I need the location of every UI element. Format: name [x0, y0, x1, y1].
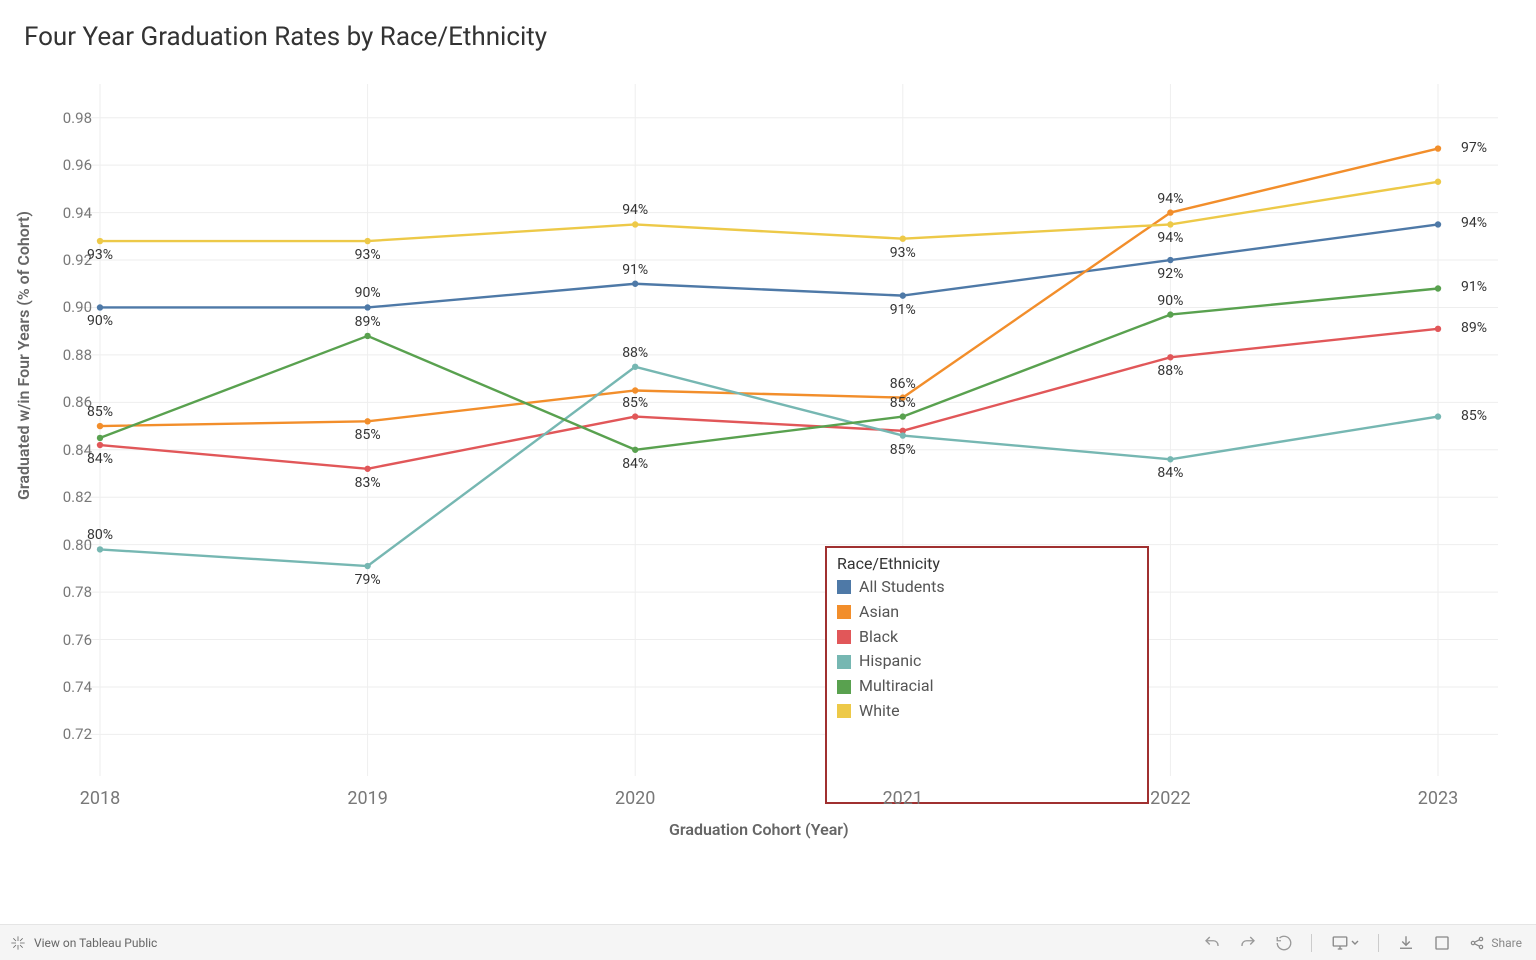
redo-icon[interactable]	[1239, 934, 1257, 952]
share-button[interactable]: Share	[1469, 935, 1522, 951]
y-axis-label: Graduated w/in Four Years (% of Cohort)	[14, 211, 33, 500]
legend-swatch	[837, 605, 851, 619]
undo-icon[interactable]	[1203, 934, 1221, 952]
x-tick-label: 2019	[347, 788, 387, 809]
chart-title: Four Year Graduation Rates by Race/Ethni…	[24, 22, 547, 52]
y-tick-label: 0.74	[46, 678, 92, 696]
x-tick-label: 2018	[80, 788, 120, 809]
legend-swatch	[837, 580, 851, 594]
data-label: 94%	[1157, 191, 1183, 207]
legend-item[interactable]: Asian	[837, 600, 1135, 625]
x-axis-label: Graduation Cohort (Year)	[669, 820, 849, 839]
data-label: 85%	[890, 395, 916, 411]
presentation-icon[interactable]	[1330, 934, 1360, 952]
legend-label: White	[859, 699, 900, 724]
reset-icon[interactable]	[1275, 934, 1293, 952]
data-label: 91%	[890, 302, 916, 318]
legend-item[interactable]: Multiracial	[837, 674, 1135, 699]
x-tick-label: 2022	[1150, 788, 1190, 809]
x-tick-label: 2021	[883, 788, 923, 809]
y-tick-label: 0.72	[46, 725, 92, 743]
y-tick-label: 0.80	[46, 536, 92, 554]
data-label: 90%	[1157, 293, 1183, 309]
legend-swatch	[837, 630, 851, 644]
y-tick-label: 0.76	[46, 631, 92, 649]
view-on-tableau-link[interactable]: View on Tableau Public	[10, 935, 157, 951]
data-label: 84%	[1157, 465, 1183, 481]
y-tick-label: 0.84	[46, 441, 92, 459]
data-label: 89%	[1461, 320, 1487, 336]
data-label: 94%	[622, 202, 648, 218]
footer-divider	[1311, 934, 1312, 952]
legend-label: Hispanic	[859, 649, 921, 674]
data-label: 94%	[1461, 215, 1487, 231]
y-tick-label: 0.96	[46, 156, 92, 174]
tableau-logo-icon	[10, 935, 26, 951]
data-label: 85%	[87, 404, 113, 420]
legend-item[interactable]: Black	[837, 625, 1135, 650]
y-tick-label: 0.88	[46, 346, 92, 364]
legend-label: All Students	[859, 575, 945, 600]
tableau-footer: View on Tableau Public	[0, 924, 1536, 960]
y-tick-label: 0.92	[46, 251, 92, 269]
y-tick-label: 0.94	[46, 204, 92, 222]
x-tick-label: 2023	[1418, 788, 1458, 809]
legend-item[interactable]: Hispanic	[837, 649, 1135, 674]
y-tick-label: 0.82	[46, 488, 92, 506]
data-label: 93%	[355, 247, 381, 263]
data-label: 83%	[355, 475, 381, 491]
data-label: 86%	[890, 376, 916, 392]
legend-item[interactable]: White	[837, 699, 1135, 724]
data-label: 84%	[87, 451, 113, 467]
x-tick-label: 2020	[615, 788, 655, 809]
data-label: 91%	[622, 262, 648, 278]
legend-label: Multiracial	[859, 674, 933, 699]
legend-label: Asian	[859, 600, 899, 625]
view-on-tableau-label: View on Tableau Public	[34, 936, 157, 950]
data-label: 93%	[87, 247, 113, 263]
data-label: 85%	[622, 395, 648, 411]
fullscreen-icon[interactable]	[1433, 934, 1451, 952]
data-label: 85%	[1461, 408, 1487, 424]
legend[interactable]: Race/Ethnicity All StudentsAsianBlackHis…	[825, 546, 1149, 804]
data-label: 92%	[1157, 266, 1183, 282]
y-tick-label: 0.90	[46, 298, 92, 316]
legend-label: Black	[859, 625, 898, 650]
legend-swatch	[837, 655, 851, 669]
data-label: 79%	[355, 572, 381, 588]
data-label: 88%	[622, 345, 648, 361]
data-label: 90%	[355, 285, 381, 301]
legend-swatch	[837, 704, 851, 718]
data-label: 89%	[355, 314, 381, 330]
data-label: 90%	[87, 313, 113, 329]
data-label: 85%	[355, 427, 381, 443]
data-label: 84%	[622, 456, 648, 472]
y-tick-label: 0.78	[46, 583, 92, 601]
y-tick-label: 0.86	[46, 393, 92, 411]
line-chart-svg	[0, 70, 1536, 870]
legend-swatch	[837, 680, 851, 694]
data-label: 97%	[1461, 140, 1487, 156]
download-icon[interactable]	[1397, 934, 1415, 952]
legend-title: Race/Ethnicity	[837, 554, 1135, 573]
data-label: 93%	[890, 245, 916, 261]
data-label: 88%	[1157, 363, 1183, 379]
plot-area: Graduated w/in Four Years (% of Cohort) …	[0, 70, 1536, 870]
data-label: 94%	[1157, 230, 1183, 246]
footer-divider	[1378, 934, 1379, 952]
data-label: 80%	[87, 527, 113, 543]
share-label: Share	[1491, 936, 1522, 950]
y-tick-label: 0.98	[46, 109, 92, 127]
legend-item[interactable]: All Students	[837, 575, 1135, 600]
data-label: 91%	[1461, 279, 1487, 295]
data-label: 85%	[890, 442, 916, 458]
